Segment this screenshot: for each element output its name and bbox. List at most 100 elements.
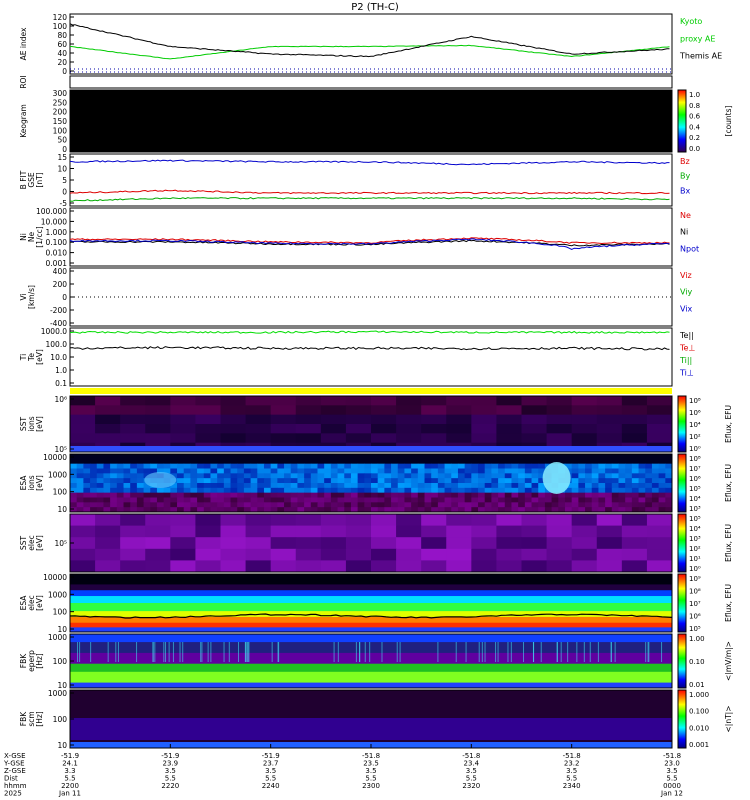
y-tick-label: 120 — [53, 13, 68, 22]
esa-ion-cell — [350, 473, 359, 479]
esa-ion-cell — [598, 492, 606, 498]
esa-ion-cell — [498, 507, 506, 513]
esa-ion-cell — [518, 483, 526, 489]
panel-bg — [70, 76, 672, 88]
sst-elec-cell — [195, 525, 221, 538]
esa-ion-cell — [90, 507, 98, 513]
esa-ion-cell — [591, 497, 599, 503]
fbk-e-streak — [172, 642, 174, 662]
esa-ion-cell — [631, 492, 640, 498]
esa-ion-cell — [277, 497, 285, 503]
esa-ion-cell — [257, 502, 265, 508]
esa-ion-cell — [116, 487, 125, 494]
esa-ion-cell — [478, 478, 486, 484]
esa-ion-cell — [397, 487, 405, 494]
esa-ion-cell — [645, 463, 653, 469]
esa-ion-cell — [524, 492, 533, 498]
esa-ion-cell — [110, 507, 118, 513]
esa-ion-cell — [270, 463, 278, 469]
sst-ion-cell — [170, 396, 196, 406]
sst-ion-cell — [245, 414, 272, 425]
sst-elec-cell — [220, 548, 247, 561]
esa-ion-cell — [391, 507, 399, 513]
fbk-e-band — [70, 682, 672, 689]
y-tick-label: 50 — [57, 136, 67, 145]
y-axis-label: B FIT — [19, 170, 28, 189]
sst-ion-cell — [220, 424, 247, 434]
esa-ion-cell — [143, 497, 151, 503]
y-tick-label: 1000 — [48, 590, 67, 599]
esa-ion-cell — [578, 463, 586, 469]
esa-ion-cell — [203, 458, 211, 465]
esa-ion-cell — [150, 487, 158, 494]
esa-ion-cell — [611, 478, 619, 484]
esa-ion-cell — [364, 463, 372, 469]
esa-ion-cell — [230, 454, 238, 460]
esa-ion-cell — [471, 502, 479, 508]
esa-ion-cell — [471, 492, 479, 498]
sst-ion-cell — [446, 396, 472, 406]
esa-ion-cell — [511, 463, 519, 469]
esa-ion-cell — [330, 502, 339, 508]
sst-elec-cell — [245, 548, 272, 561]
esa-ion-cell — [451, 497, 459, 503]
esa-ion-cell — [651, 454, 660, 460]
esa-elec-band — [70, 574, 672, 585]
colorbar-label: <|mV/m|> — [724, 641, 733, 681]
y-tick-label: 1000.0 — [41, 327, 67, 336]
esa-ion-cell — [223, 487, 232, 494]
sst-ion-cell — [596, 424, 623, 434]
esa-ion-cell — [304, 487, 312, 494]
y-tick-label: 200 — [53, 280, 68, 289]
sst-elec-cell — [446, 514, 472, 527]
y-axis-label: [eV] — [35, 595, 44, 611]
esa-ion-cell — [464, 497, 472, 503]
sst-elec-cell — [245, 514, 272, 527]
sst-ion-cell — [320, 405, 347, 416]
esa-ion-cell — [277, 454, 285, 460]
esa-ion-cell — [524, 483, 533, 489]
esa-ion-cell — [631, 487, 640, 494]
y-axis-label: AE index — [19, 27, 28, 60]
esa-ion-cell — [591, 487, 599, 494]
x-tick-label: -51.8 — [663, 752, 681, 760]
y-axis-label: Ni — [19, 233, 28, 241]
y-tick-label: -5 — [60, 199, 68, 208]
sst-ion-cell — [621, 433, 648, 444]
esa-ion-cell — [498, 468, 506, 474]
esa-ion-cell — [464, 487, 472, 494]
esa-ion-cell — [170, 487, 178, 494]
esa-ion-cell — [658, 463, 666, 469]
esa-ion-cell — [83, 497, 91, 503]
esa-ion-cell — [223, 507, 232, 513]
esa-ion-cell — [498, 454, 506, 460]
esa-ion-cell — [150, 454, 158, 460]
esa-ion-cell — [96, 473, 104, 479]
esa-ion-cell — [531, 492, 539, 498]
fbk-e-streak — [614, 642, 616, 662]
y-axis-label: [1/cc] — [35, 226, 44, 247]
esa-ion-cell — [163, 458, 171, 465]
esa-ion-cell — [571, 454, 579, 460]
x-tick-label: -51.8 — [462, 752, 480, 760]
esa-ion-cell — [411, 502, 419, 508]
sst-ion-cell — [345, 414, 372, 425]
esa-ion-cell — [364, 458, 372, 465]
esa-ion-cell — [417, 507, 426, 513]
esa-ion-cell — [645, 454, 653, 460]
y-tick-label: 0 — [62, 145, 67, 154]
esa-ion-cell — [397, 473, 405, 479]
esa-ion-cell — [658, 502, 666, 508]
esa-ion-cell — [177, 487, 185, 494]
esa-ion-cell — [96, 502, 104, 508]
esa-ion-cell — [578, 478, 586, 484]
esa-ion-cell — [451, 478, 459, 484]
esa-ion-cell — [230, 458, 238, 465]
esa-ion-cell — [350, 478, 359, 484]
esa-ion-cell — [223, 463, 232, 469]
esa-ion-cell — [70, 507, 78, 513]
esa-ion-cell — [150, 507, 158, 513]
esa-ion-cell — [504, 492, 512, 498]
esa-ion-cell — [143, 492, 151, 498]
esa-ion-cell — [397, 502, 405, 508]
